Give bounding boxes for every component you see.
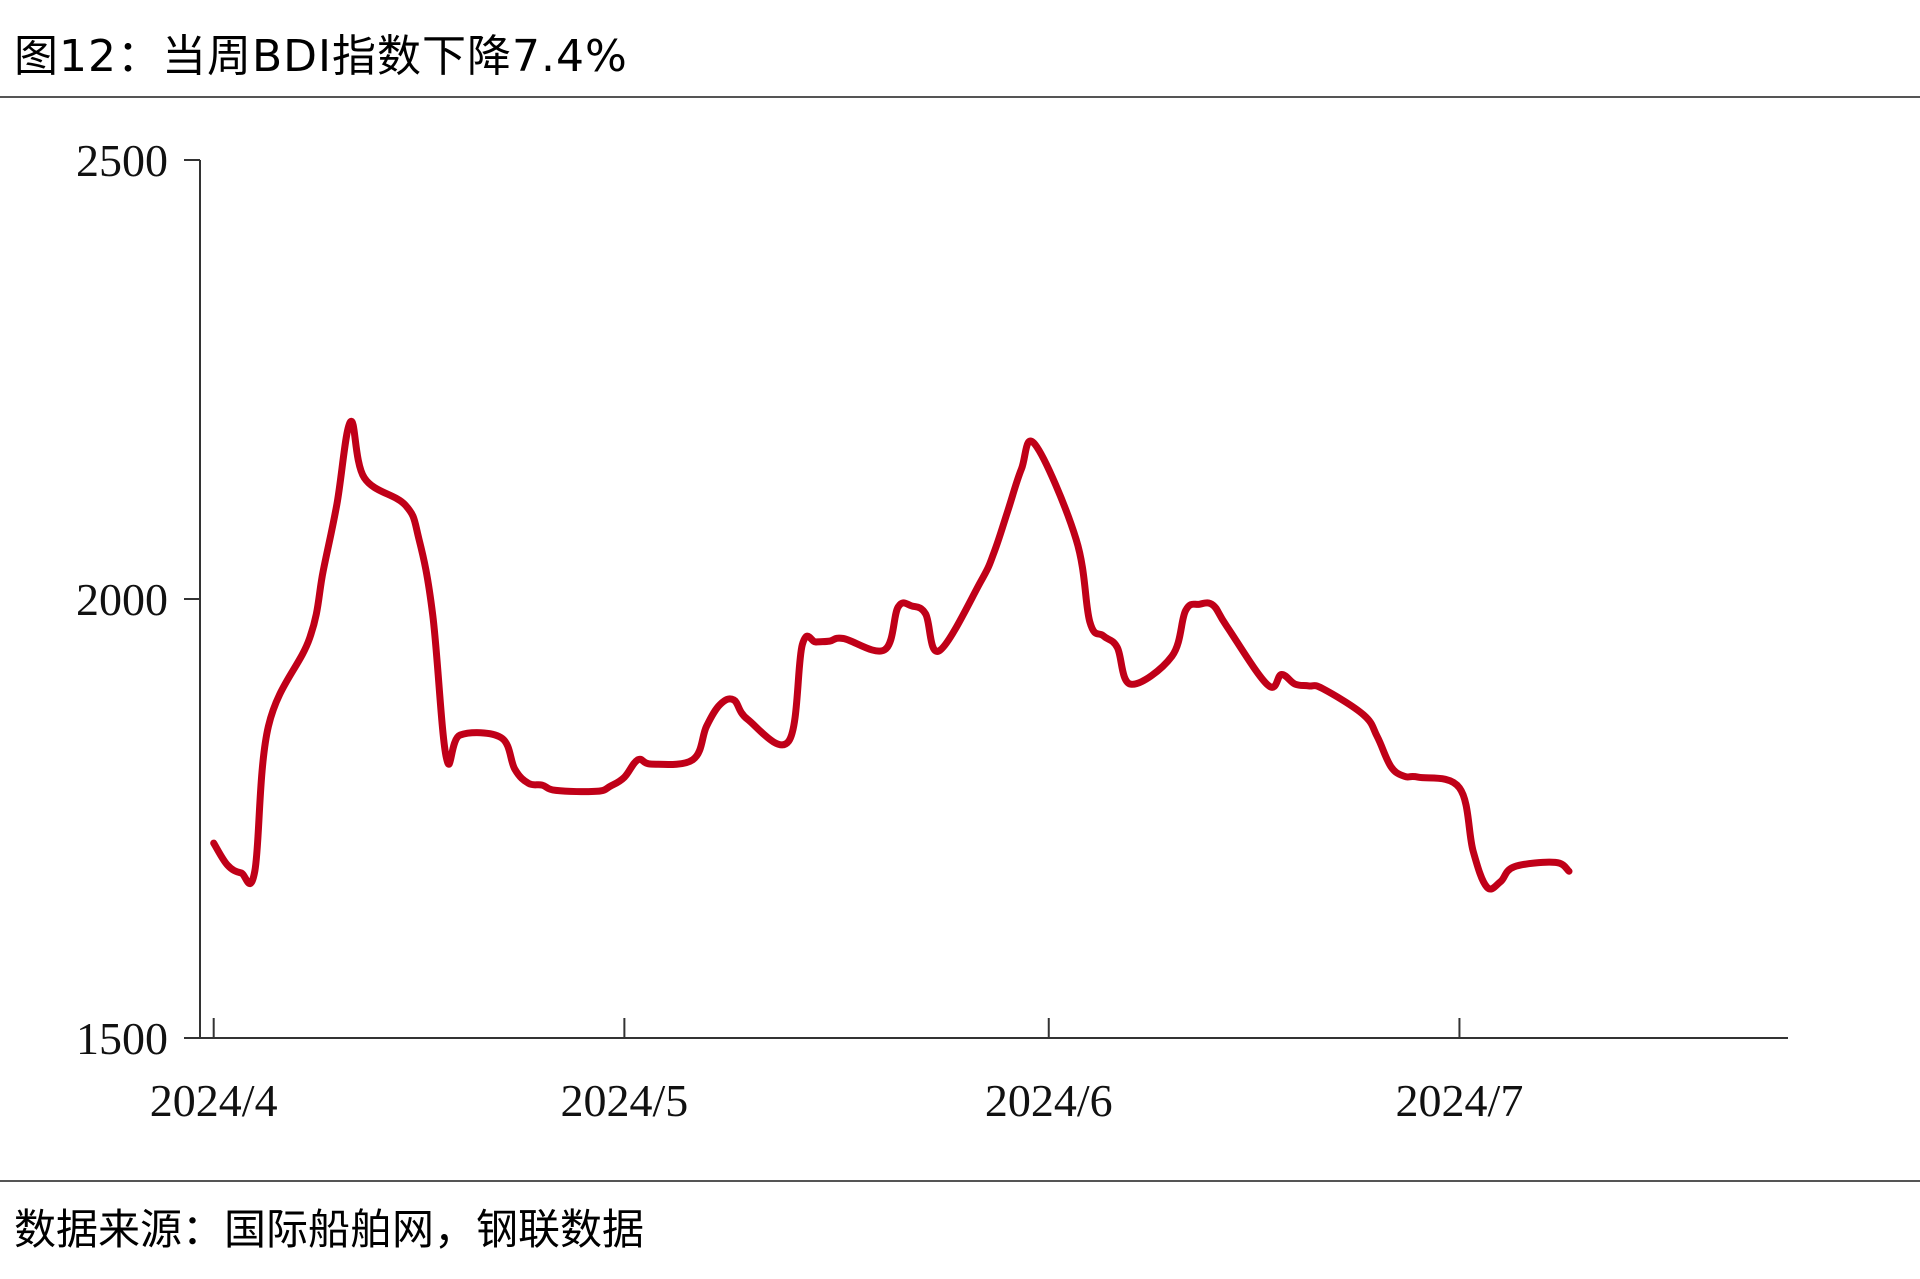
y-tick-label: 1500 bbox=[76, 1013, 168, 1064]
data-source-note: 数据来源：国际船舶网，钢联数据 bbox=[14, 1205, 645, 1254]
top-divider bbox=[0, 96, 1920, 98]
x-tick-label: 2024/4 bbox=[150, 1075, 278, 1126]
y-tick-label: 2000 bbox=[76, 574, 168, 625]
bdi-line-chart: 1500 2000 2500 2024/4 2024/5 2024/6 2024/7 bbox=[76, 135, 1788, 1126]
bottom-divider bbox=[0, 1180, 1920, 1182]
x-axis: 2024/4 2024/5 2024/6 2024/7 bbox=[150, 1018, 1788, 1126]
series-layer bbox=[210, 418, 1573, 893]
x-tick-label: 2024/7 bbox=[1396, 1075, 1524, 1126]
y-axis: 1500 2000 2500 bbox=[76, 135, 201, 1064]
x-tick-label: 2024/5 bbox=[560, 1075, 688, 1126]
bdi-series-line bbox=[210, 418, 1573, 893]
x-tick-label: 2024/6 bbox=[985, 1075, 1113, 1126]
chart-title: 图12：当周BDI指数下降7.4% bbox=[14, 31, 628, 82]
y-tick-label: 2500 bbox=[76, 135, 168, 186]
